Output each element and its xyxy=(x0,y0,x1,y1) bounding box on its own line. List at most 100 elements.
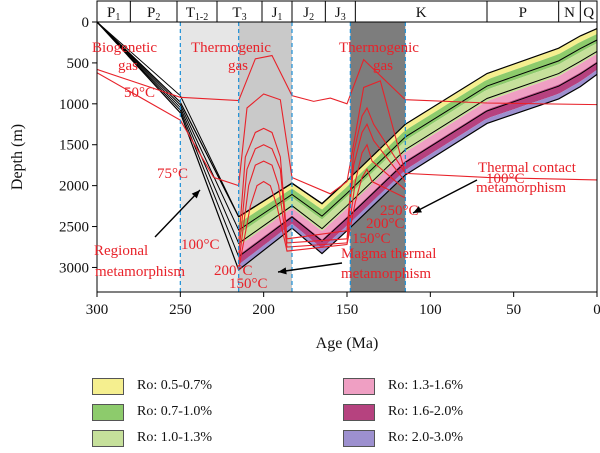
legend-swatch xyxy=(92,403,124,421)
band-ro-1-6 xyxy=(238,215,292,265)
legend-label: Ro: 0.5-0.7% xyxy=(137,378,213,393)
burial-curve xyxy=(97,22,597,245)
annotation-text: metamorphism xyxy=(341,266,431,282)
legend-label: Ro: 1.3-1.6% xyxy=(388,378,464,393)
annotation-arrows xyxy=(154,179,478,275)
band-ro-1-6 xyxy=(347,61,597,226)
period-label: J2 xyxy=(303,5,314,23)
y-tick-label: 2000 xyxy=(59,179,89,195)
annotation-arrow xyxy=(277,262,343,273)
band-ro-0-7 xyxy=(347,34,597,197)
annotation-text: Thermogenic xyxy=(191,40,271,56)
period-bar: P1 P2 T1-2 T3 J1 J2 J3 K P N Q xyxy=(96,0,598,23)
annotation-arrow xyxy=(412,179,478,214)
annotation-text: Magma thermal xyxy=(341,246,436,262)
band-ro-0-5 xyxy=(238,183,292,224)
annotation-text: gas xyxy=(373,58,393,74)
annotation-text: 250°C xyxy=(380,203,419,219)
legend-item: Ro: 1.3-1.6% xyxy=(343,376,463,396)
legend-item: Ro: 1.0-1.3% xyxy=(92,428,212,448)
annotations: Biogenetic gas Thermogenic gas Thermogenic ga… xyxy=(92,40,577,292)
isotherm-line xyxy=(238,123,406,256)
period-label: K xyxy=(416,5,427,21)
legend-swatch xyxy=(343,403,375,421)
y-axis-title: Depth (m) xyxy=(9,124,26,190)
band-ro-1-3 xyxy=(238,207,292,256)
legend-item: Ro: 0.5-0.7% xyxy=(92,376,212,396)
y-tick-label: 1500 xyxy=(59,138,89,154)
annotation-text: Thermogenic xyxy=(339,40,419,56)
x-tick-label: 0 xyxy=(593,302,600,318)
annotation-text: 75°C xyxy=(157,166,188,182)
annotation-text: 150°C xyxy=(352,231,391,247)
plot-area xyxy=(97,22,597,292)
annotation-text: Regional xyxy=(94,243,148,259)
legend-item: Ro: 2.0-3.0% xyxy=(343,428,463,448)
legend-swatch xyxy=(92,377,124,395)
band-ro-0-7 xyxy=(238,188,292,234)
legend: Ro: 0.5-0.7% Ro: 0.7-1.0% Ro: 1.0-1.3% R… xyxy=(0,368,600,453)
legend-swatch xyxy=(92,429,124,447)
legend-swatch xyxy=(343,429,375,447)
y-tick-label: 3000 xyxy=(59,260,89,276)
legend-label: Ro: 1.0-1.3% xyxy=(137,430,213,445)
period-label: Q xyxy=(583,5,594,21)
band-ro-1-3 xyxy=(292,207,347,240)
annotation-text: 150°C xyxy=(229,276,268,292)
annotation-text: 200°C xyxy=(366,216,405,232)
period-label: P xyxy=(519,5,527,21)
burial-curve xyxy=(97,22,597,231)
band-ro-0-5 xyxy=(292,180,347,210)
burial-curve xyxy=(97,22,597,258)
legend-item: Ro: 0.7-1.0% xyxy=(92,402,212,422)
burial-history-chart: P1 P2 T1-2 T3 J1 J2 J3 K P N Q05001000150020002500… xyxy=(9,0,600,352)
x-tick-label: 300 xyxy=(86,302,109,318)
annotation-text: 100°C xyxy=(486,171,525,187)
legend-label: Ro: 2.0-3.0% xyxy=(388,430,464,445)
legend-label: Ro: 1.6-2.0% xyxy=(388,404,464,419)
period-sub: 2 xyxy=(155,12,160,23)
band-ro-0-5 xyxy=(347,28,597,187)
annotation-text: Biogenetic xyxy=(92,40,157,56)
band-ro-1-3 xyxy=(347,53,597,217)
legend-swatch xyxy=(343,377,375,395)
period-sub: 1-2 xyxy=(195,12,208,23)
annotation-arrowhead xyxy=(413,206,422,213)
burial-curve-upper xyxy=(238,180,348,218)
annotation-text: Thermal contact xyxy=(478,160,577,176)
annotation-arrowhead xyxy=(278,267,287,275)
period-sub: 2 xyxy=(309,12,314,23)
period-sub: 1 xyxy=(277,12,282,23)
y-tick-label: 1000 xyxy=(59,97,89,113)
annotation-text: 100°C xyxy=(181,237,220,253)
annotation-text: gas xyxy=(118,58,138,74)
annotation-arrow xyxy=(154,189,201,238)
legend-item: Ro: 1.6-2.0% xyxy=(343,402,463,422)
x-tick-label: 150 xyxy=(336,302,359,318)
x-tick-label: 50 xyxy=(506,302,521,318)
isotherm-line xyxy=(238,168,406,270)
x-tick-label: 200 xyxy=(252,302,275,318)
annotation-arrowhead xyxy=(191,190,200,199)
annotation-text: 200°C xyxy=(214,263,253,279)
annotation-text: metamorphism xyxy=(95,264,185,280)
y-tick-label: 0 xyxy=(82,15,90,31)
band-ro-1-0 xyxy=(347,43,597,209)
x-axis-title: Age (Ma) xyxy=(316,335,379,352)
y-tick-label: 500 xyxy=(67,56,90,72)
period-sub: 1 xyxy=(115,12,120,23)
annotation-text: 50°C xyxy=(124,85,155,101)
band-ro-2-0 xyxy=(238,223,292,270)
annotation-text: metamorphism xyxy=(476,180,566,196)
annotation-text: gas xyxy=(228,58,248,74)
y-tick-label: 2500 xyxy=(59,220,89,236)
x-tick-label: 250 xyxy=(169,302,192,318)
period-label: N xyxy=(564,5,575,21)
x-tick-label: 100 xyxy=(419,302,442,318)
isotherm-line xyxy=(238,143,406,264)
period-sub: 3 xyxy=(341,12,346,23)
period-label: J1 xyxy=(272,5,283,23)
period-sub: 3 xyxy=(242,12,247,23)
